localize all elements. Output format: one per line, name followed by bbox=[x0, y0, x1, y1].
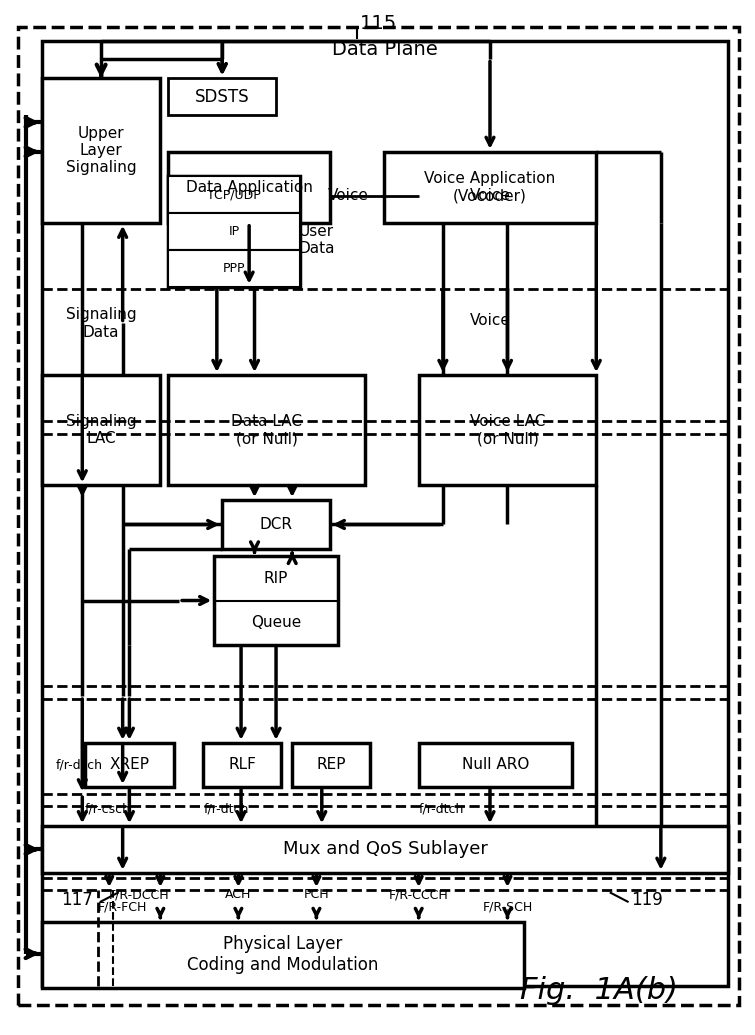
Bar bbox=[292, 743, 370, 787]
Bar bbox=[168, 176, 300, 287]
Bar bbox=[214, 557, 338, 645]
Text: RIP: RIP bbox=[263, 571, 288, 586]
Text: Voice: Voice bbox=[328, 188, 369, 204]
Text: User
Data: User Data bbox=[298, 224, 334, 257]
Text: Voice: Voice bbox=[470, 314, 510, 328]
Text: 117: 117 bbox=[61, 891, 93, 909]
Text: Voice: Voice bbox=[470, 188, 510, 204]
Bar bbox=[222, 500, 330, 549]
Text: SDSTS: SDSTS bbox=[195, 88, 250, 106]
Bar bbox=[168, 249, 300, 287]
Text: RLF: RLF bbox=[229, 758, 257, 772]
Text: Upper
Layer
Signaling: Upper Layer Signaling bbox=[66, 125, 137, 175]
Text: 115: 115 bbox=[359, 13, 397, 32]
Text: f/r-dtch: f/r-dtch bbox=[203, 802, 248, 816]
Text: F/R-DCCH: F/R-DCCH bbox=[109, 888, 169, 901]
Text: Queue: Queue bbox=[251, 615, 301, 630]
Bar bbox=[168, 213, 300, 249]
Bar bbox=[42, 375, 160, 485]
Text: f/r-dsch: f/r-dsch bbox=[55, 759, 103, 771]
Text: Data LAC
(or Null): Data LAC (or Null) bbox=[231, 414, 302, 446]
Text: REP: REP bbox=[316, 758, 346, 772]
Bar bbox=[168, 79, 276, 115]
Bar bbox=[42, 79, 160, 223]
Text: f/r-dtch: f/r-dtch bbox=[419, 802, 464, 816]
Bar bbox=[384, 152, 596, 223]
Text: 119: 119 bbox=[631, 891, 664, 909]
Text: Mux and QoS Sublayer: Mux and QoS Sublayer bbox=[282, 840, 488, 858]
Text: Physical Layer
Coding and Modulation: Physical Layer Coding and Modulation bbox=[187, 936, 378, 974]
Bar bbox=[42, 826, 728, 873]
Text: DCR: DCR bbox=[260, 518, 292, 532]
Text: f/r-csch: f/r-csch bbox=[85, 802, 131, 816]
Text: PCH: PCH bbox=[304, 888, 329, 901]
Text: Voice Application
(Vocoder): Voice Application (Vocoder) bbox=[424, 171, 556, 204]
Text: IP: IP bbox=[229, 225, 240, 238]
Text: ACH: ACH bbox=[225, 888, 251, 901]
Text: Voice LAC
(or Null): Voice LAC (or Null) bbox=[470, 414, 545, 446]
Bar bbox=[42, 922, 524, 988]
Text: Fig.  1A(b): Fig. 1A(b) bbox=[520, 976, 678, 1005]
Bar bbox=[168, 152, 330, 223]
Text: Data Plane: Data Plane bbox=[332, 40, 438, 59]
Bar bbox=[168, 375, 365, 485]
Text: F/R-SCH: F/R-SCH bbox=[482, 900, 532, 914]
Text: Data Application: Data Application bbox=[186, 180, 313, 195]
Text: Signaling
Data: Signaling Data bbox=[66, 307, 137, 339]
Text: Signaling
LAC: Signaling LAC bbox=[66, 414, 137, 446]
Text: F/R-FCH: F/R-FCH bbox=[98, 900, 147, 914]
Text: PPP: PPP bbox=[223, 262, 245, 274]
Text: F/R-CCCH: F/R-CCCH bbox=[389, 888, 448, 901]
Bar bbox=[168, 176, 300, 213]
Bar bbox=[85, 743, 174, 787]
Bar bbox=[419, 743, 572, 787]
Text: Null ARO: Null ARO bbox=[461, 758, 529, 772]
Text: XREP: XREP bbox=[109, 758, 149, 772]
Bar bbox=[203, 743, 282, 787]
Text: TCP/UDP: TCP/UDP bbox=[208, 188, 261, 201]
Bar bbox=[419, 375, 596, 485]
